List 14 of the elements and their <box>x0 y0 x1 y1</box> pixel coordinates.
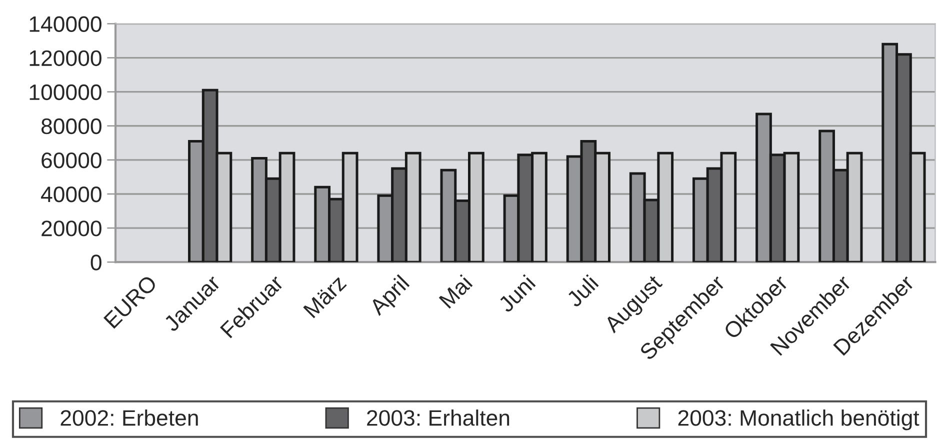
y-tick-label: 100000 <box>30 84 102 100</box>
y-tick-label: 140000 <box>30 16 102 32</box>
x-tick-label: Juli <box>565 274 599 308</box>
y-tick-label: 80000 <box>41 118 102 134</box>
y-tick-label: 20000 <box>42 220 102 236</box>
x-tick-label: Juni <box>496 274 536 314</box>
x-tick-label: Mai <box>438 274 473 309</box>
y-tick-label: 0 <box>90 254 102 270</box>
legend-label: 2003: Erhalten <box>367 410 510 426</box>
y-tick-label: 60000 <box>42 152 102 168</box>
y-tick-label: 120000 <box>30 50 102 66</box>
y-tick-label: 40000 <box>41 186 102 202</box>
legend-label: 2003: Monatlich benötigt <box>678 410 920 430</box>
legend-label: 2002: Erbeten <box>60 410 198 426</box>
